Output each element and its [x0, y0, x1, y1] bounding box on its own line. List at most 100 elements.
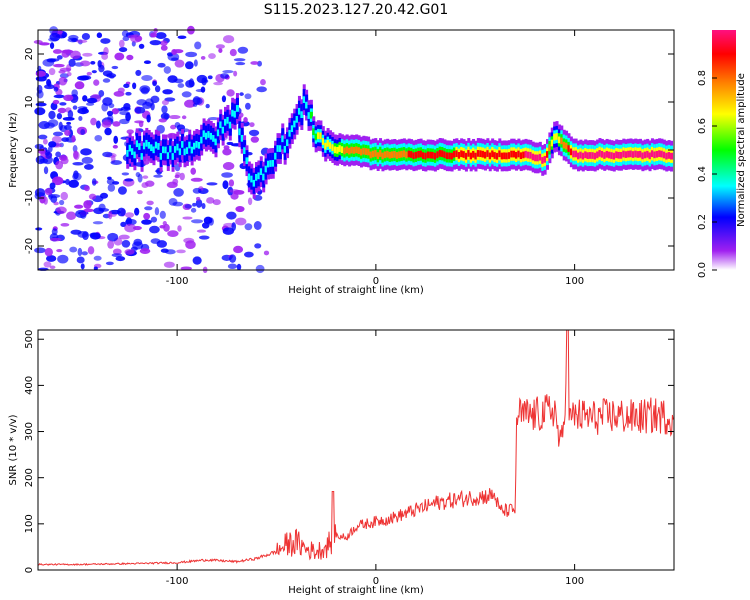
- noise-blob: [60, 191, 69, 201]
- noise-blob: [81, 156, 94, 164]
- colorbar-ticks: 0.0 0.2 0.4 0.6 0.8: [697, 70, 717, 278]
- noise-blob: [181, 91, 192, 98]
- signal-band-cell: [395, 152, 399, 159]
- x-tick-label: 100: [565, 576, 584, 587]
- noise-blob: [61, 31, 67, 39]
- colorbar-tick-label: 0.8: [697, 70, 708, 86]
- signal-band-cell: [557, 136, 561, 144]
- signal-band-cell: [493, 152, 497, 159]
- noise-blob: [80, 210, 87, 219]
- noise-blob: [38, 42, 50, 46]
- noise-blob: [142, 175, 149, 179]
- noise-blob: [47, 119, 59, 127]
- signal-band-cell: [593, 152, 597, 160]
- noise-blob: [139, 248, 151, 254]
- noise-blob: [177, 225, 182, 232]
- noise-blob: [43, 196, 48, 205]
- signal-band-cell: [348, 147, 352, 155]
- signal-band-cell: [262, 173, 266, 181]
- signal-band-cell: [488, 152, 492, 160]
- noise-blob: [243, 117, 248, 123]
- noise-blob: [111, 108, 119, 115]
- colorbar-tick-label: 0.0: [697, 262, 708, 278]
- signal-band-cell: [503, 152, 507, 160]
- signal-band-cell: [433, 152, 437, 160]
- signal-band-cell: [572, 150, 576, 158]
- signal-band-cell: [286, 139, 290, 147]
- noise-blob: [207, 117, 219, 121]
- noise-blob: [160, 112, 170, 120]
- noise-blob: [159, 40, 168, 46]
- noise-blob: [130, 34, 142, 43]
- signal-band-cell: [166, 152, 170, 159]
- noise-blob: [245, 102, 251, 110]
- signal-band-cell: [359, 148, 363, 156]
- noise-blob: [215, 44, 225, 49]
- noise-blob: [44, 188, 53, 196]
- noise-blob: [107, 183, 116, 192]
- noise-blob: [222, 148, 232, 156]
- noise-blob: [57, 107, 67, 114]
- signal-band-cell: [379, 150, 383, 157]
- colorbar-label: Normalized spectral amplitude: [736, 73, 747, 227]
- signal-band-cell: [321, 138, 325, 145]
- noise-blob: [195, 196, 201, 201]
- noise-blob: [98, 208, 110, 212]
- signal-band-cell: [231, 109, 235, 117]
- noise-blob: [56, 112, 63, 120]
- x-tick-label: 0: [373, 276, 379, 287]
- noise-blob: [114, 52, 125, 61]
- noise-blob: [101, 52, 109, 60]
- signal-band-cell: [252, 179, 256, 187]
- signal-band-cell: [278, 145, 282, 152]
- noise-blob: [98, 90, 105, 97]
- noise-blob: [253, 221, 262, 230]
- signal-band-cell: [259, 168, 263, 176]
- noise-blob: [79, 60, 91, 67]
- noise-blob: [132, 82, 137, 90]
- noise-blob: [143, 212, 151, 220]
- signal-band-cell: [588, 152, 592, 159]
- noise-blob: [160, 45, 168, 51]
- signal-band-cell: [660, 150, 664, 158]
- signal-band-cell: [297, 107, 301, 115]
- noise-blob: [78, 116, 83, 121]
- signal-band-cell: [264, 165, 268, 173]
- noise-blob: [112, 144, 118, 149]
- signal-band-cell: [414, 151, 418, 159]
- noise-blob: [179, 172, 185, 181]
- signal-band-cell: [550, 139, 554, 147]
- noise-blob: [102, 78, 111, 83]
- noise-blob: [77, 247, 83, 257]
- noise-blob: [177, 35, 187, 39]
- signal-band-cell: [650, 150, 654, 158]
- signal-band-cell: [374, 150, 378, 157]
- signal-band-cell: [412, 152, 416, 160]
- noise-blob: [53, 94, 65, 99]
- signal-band-cell: [221, 126, 225, 134]
- snr-plot-area: [38, 330, 674, 570]
- noise-blob: [149, 40, 162, 46]
- noise-blob: [177, 83, 185, 88]
- signal-band-cell: [443, 151, 447, 159]
- noise-blob: [250, 61, 259, 65]
- noise-blob: [106, 110, 114, 117]
- signal-band-cell: [639, 150, 643, 158]
- signal-band-cell: [634, 150, 638, 158]
- noise-blob: [117, 87, 125, 93]
- noise-blob: [48, 68, 56, 76]
- noise-blob: [60, 222, 70, 227]
- noise-blob: [62, 116, 75, 121]
- noise-blob: [51, 228, 58, 236]
- noise-blob: [100, 38, 111, 44]
- signal-band-cell: [190, 146, 194, 154]
- signal-band-cell: [386, 150, 390, 158]
- noise-blob: [63, 124, 72, 130]
- signal-band-cell: [247, 173, 251, 181]
- signal-band-cell: [655, 150, 659, 158]
- noise-blob: [146, 200, 154, 206]
- y-tick-label: 300: [24, 422, 35, 441]
- noise-blob: [93, 79, 100, 86]
- noise-blob: [93, 266, 98, 271]
- noise-blob: [176, 249, 186, 254]
